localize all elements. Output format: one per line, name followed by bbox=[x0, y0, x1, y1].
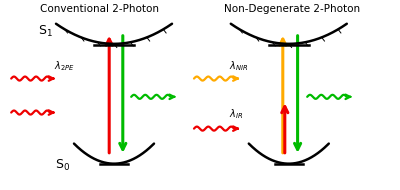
Text: S$_0$: S$_0$ bbox=[55, 158, 70, 173]
Text: Conventional 2-Photon: Conventional 2-Photon bbox=[40, 4, 160, 14]
Text: $\lambda_{2PE}$: $\lambda_{2PE}$ bbox=[54, 60, 75, 73]
Text: Non-Degenerate 2-Photon: Non-Degenerate 2-Photon bbox=[224, 4, 360, 14]
Text: S$_1$: S$_1$ bbox=[38, 24, 53, 39]
Text: $\lambda_{NIR}$: $\lambda_{NIR}$ bbox=[229, 60, 248, 73]
Text: $\lambda_{IR}$: $\lambda_{IR}$ bbox=[229, 107, 243, 121]
